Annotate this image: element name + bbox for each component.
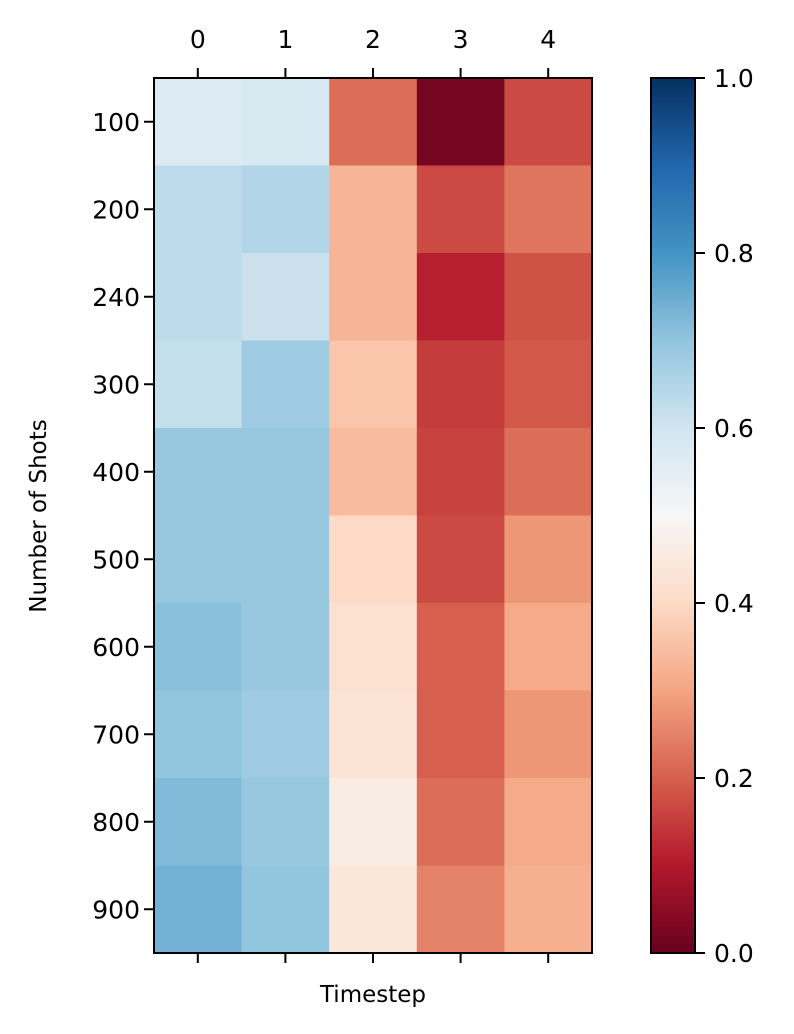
heatmap-cell-r7-c3 [416, 690, 505, 779]
y-tick-label-8: 800 [92, 808, 140, 837]
y-tick-label-2: 240 [92, 283, 140, 312]
heatmap-cell-r4-c0 [154, 428, 243, 516]
heatmap-cell-r9-c4 [504, 865, 593, 954]
x-tick-label-1: 1 [277, 25, 293, 54]
heatmap-cell-r8-c4 [504, 778, 593, 866]
heatmap-cell-r0-c2 [329, 78, 418, 166]
colorbar-tick-label-0: 0.0 [714, 939, 754, 968]
x-tick-label-3: 3 [453, 25, 469, 54]
heatmap-cell-r6-c3 [416, 603, 505, 691]
y-tick-label-6: 600 [92, 633, 140, 662]
heatmap-cell-r3-c3 [416, 340, 505, 429]
heatmap-cell-r6-c0 [154, 603, 243, 691]
y-tick-label-0: 100 [92, 108, 140, 137]
y-tick-label-3: 300 [92, 370, 140, 399]
heatmap-cell-r1-c2 [329, 165, 418, 254]
x-tick-label-2: 2 [365, 25, 381, 54]
x-axis-bottom-ticks [196, 953, 550, 963]
heatmap-cell-r1-c3 [416, 165, 505, 254]
heatmap-cell-r0-c0 [154, 78, 243, 166]
heatmap-cell-r7-c0 [154, 690, 243, 779]
y-tick-label-5: 500 [92, 545, 140, 574]
heatmap-cell-r6-c1 [241, 603, 330, 691]
heatmap-cell-r0-c4 [504, 78, 593, 166]
colorbar-tick-label-5: 1.0 [714, 64, 754, 93]
heatmap-cell-r9-c1 [241, 865, 330, 954]
colorbar-tick-label-2: 0.4 [714, 589, 754, 618]
heatmap-cells [154, 78, 593, 954]
x-tick-label-0: 0 [190, 25, 206, 54]
heatmap-cell-r2-c3 [416, 253, 505, 341]
heatmap-cell-r4-c2 [329, 428, 418, 516]
heatmap-cell-r1-c4 [504, 165, 593, 254]
colorbar-tick-label-4: 0.8 [714, 239, 754, 268]
heatmap-cell-r2-c0 [154, 253, 243, 341]
y-axis-title: Number of Shots [26, 419, 52, 612]
heatmap-cell-r3-c4 [504, 340, 593, 429]
heatmap-cell-r8-c3 [416, 778, 505, 866]
y-tick-label-1: 200 [92, 195, 140, 224]
heatmap-cell-r6-c4 [504, 603, 593, 691]
heatmap-cell-r3-c2 [329, 340, 418, 429]
x-axis-top: 0 1 2 3 4 [190, 25, 556, 78]
heatmap-cell-r3-c1 [241, 340, 330, 429]
heatmap-cell-r1-c0 [154, 165, 243, 254]
y-axis: 100 200 240 300 400 500 600 700 800 900 [92, 108, 154, 924]
heatmap-cell-r8-c0 [154, 778, 243, 866]
y-tick-label-7: 700 [92, 720, 140, 749]
heatmap-cell-r5-c0 [154, 515, 243, 604]
heatmap-cell-r5-c4 [504, 515, 593, 604]
colorbar-ticks: 0.0 0.2 0.4 0.6 0.8 1.0 [695, 64, 754, 968]
colorbar-tick-label-1: 0.2 [714, 764, 754, 793]
y-tick-label-9: 900 [92, 895, 140, 924]
heatmap-cell-r0-c1 [241, 78, 330, 166]
x-axis-title: Timestep [319, 982, 426, 1008]
colorbar-tick-label-3: 0.6 [714, 414, 754, 443]
heatmap-cell-r0-c3 [416, 78, 505, 166]
heatmap-cell-r7-c4 [504, 690, 593, 779]
heatmap-cell-r3-c0 [154, 340, 243, 429]
heatmap-cell-r9-c2 [329, 865, 418, 954]
x-tick-label-4: 4 [540, 25, 556, 54]
heatmap-cell-r2-c1 [241, 253, 330, 341]
colorbar-frame [650, 77, 696, 954]
heatmap-cell-r5-c1 [241, 515, 330, 604]
heatmap-cell-r4-c1 [241, 428, 330, 516]
heatmap-cell-r5-c3 [416, 515, 505, 604]
heatmap-cell-r9-c0 [154, 865, 243, 954]
heatmap-cell-r4-c3 [416, 428, 505, 516]
heatmap-cell-r7-c1 [241, 690, 330, 779]
heatmap-cell-r8-c2 [329, 778, 418, 866]
heatmap-cell-r8-c1 [241, 778, 330, 866]
heatmap-cell-r7-c2 [329, 690, 418, 779]
y-tick-label-4: 400 [92, 458, 140, 487]
heatmap-cell-r5-c2 [329, 515, 418, 604]
heatmap-cell-r2-c4 [504, 253, 593, 341]
heatmap-cell-r6-c2 [329, 603, 418, 691]
colorbar-gradient [651, 78, 695, 953]
heatmap-cell-r4-c4 [504, 428, 593, 516]
heatmap-cell-r2-c2 [329, 253, 418, 341]
heatmap-cell-r9-c3 [416, 865, 505, 954]
colorbar: 0.0 0.2 0.4 0.6 0.8 1.0 [650, 64, 754, 968]
heatmap-cell-r1-c1 [241, 165, 330, 254]
